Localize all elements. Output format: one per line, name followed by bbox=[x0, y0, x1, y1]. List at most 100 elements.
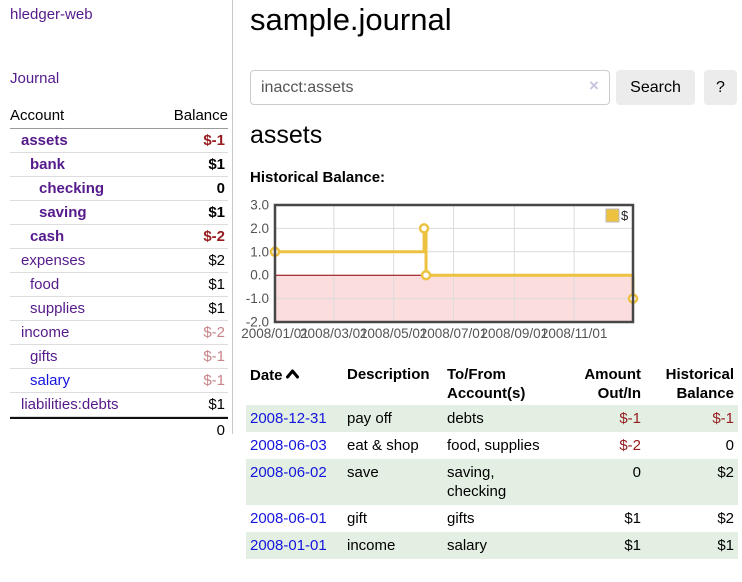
account-row: liabilities:debts $1 bbox=[10, 393, 228, 417]
transaction-description: income bbox=[347, 537, 396, 554]
account-column-header: Account bbox=[10, 107, 65, 124]
account-row: cash $-2 bbox=[10, 225, 228, 249]
sidebar-divider bbox=[232, 0, 233, 434]
account-row: food $1 bbox=[10, 273, 228, 297]
transaction-amount: $-2 bbox=[619, 437, 641, 454]
account-link-liabilities-debts[interactable]: liabilities:debts bbox=[21, 396, 119, 413]
account-link-bank[interactable]: bank bbox=[30, 156, 66, 173]
chart-canvas: $3.0 2.0 1.0 0.0 -1.0 -2.02008/01/012008/03/0… bbox=[241, 198, 639, 341]
transaction-amount: $-1 bbox=[619, 410, 641, 427]
transaction-date-link[interactable]: 2008-06-02 bbox=[250, 464, 327, 481]
transaction-amount: $1 bbox=[624, 510, 641, 527]
account-row: saving $1 bbox=[10, 201, 228, 225]
register-header-date[interactable]: Date bbox=[246, 363, 343, 405]
register-row: 2008-01-01 income salary $1 $1 bbox=[246, 532, 738, 559]
search-button[interactable]: Search bbox=[616, 70, 695, 105]
register-header-amount: Amount Out/In bbox=[584, 366, 641, 402]
register-row: 2008-12-31 pay off debts $-1 $-1 bbox=[246, 405, 738, 432]
account-row: expenses $2 bbox=[10, 249, 228, 273]
transaction-date-link[interactable]: 2008-06-03 bbox=[250, 437, 327, 454]
account-row: income $-2 bbox=[10, 321, 228, 345]
account-balance: $-1 bbox=[203, 132, 225, 149]
account-row: assets $-1 bbox=[10, 129, 228, 153]
svg-text:2008/05/01: 2008/05/01 bbox=[360, 326, 428, 341]
account-heading: assets bbox=[250, 121, 323, 149]
transaction-accounts: saving, checking bbox=[447, 464, 507, 500]
account-balance: 0 bbox=[216, 180, 225, 197]
transaction-description: eat & shop bbox=[347, 437, 419, 454]
transaction-date-link[interactable]: 2008-12-31 bbox=[250, 410, 327, 427]
accounts-table-header: Account Balance bbox=[10, 104, 228, 129]
app-title[interactable]: hledger-web bbox=[10, 6, 93, 23]
account-link-supplies[interactable]: supplies bbox=[30, 300, 86, 317]
account-balance: $-1 bbox=[203, 348, 225, 365]
account-balance: $1 bbox=[208, 204, 225, 221]
account-row: checking 0 bbox=[10, 177, 228, 201]
svg-text:-1.0: -1.0 bbox=[246, 291, 269, 306]
svg-text:2008/11/01: 2008/11/01 bbox=[541, 326, 608, 341]
transaction-balance: $1 bbox=[717, 537, 734, 554]
account-balance: $-1 bbox=[203, 372, 225, 389]
account-row: supplies $1 bbox=[10, 297, 228, 321]
transaction-amount: $1 bbox=[624, 537, 641, 554]
svg-text:2.0: 2.0 bbox=[250, 221, 269, 236]
account-balance: $1 bbox=[208, 276, 225, 293]
account-balance: $2 bbox=[208, 252, 225, 269]
svg-text:2008/09/01: 2008/09/01 bbox=[481, 326, 549, 341]
account-link-salary[interactable]: salary bbox=[30, 372, 71, 389]
help-button[interactable]: ? bbox=[704, 70, 737, 105]
svg-text:$: $ bbox=[621, 208, 629, 223]
register-header-tofrom: To/From Account(s) bbox=[447, 366, 526, 402]
account-row: bank $1 bbox=[10, 153, 228, 177]
register-header-balance: Historical Balance bbox=[665, 366, 734, 402]
account-balance: $-2 bbox=[203, 324, 225, 341]
transaction-balance: $-1 bbox=[712, 410, 734, 427]
chart-title: Historical Balance: bbox=[250, 169, 386, 186]
account-link-income[interactable]: income bbox=[21, 324, 70, 341]
search-input[interactable] bbox=[250, 70, 610, 105]
register-row: 2008-06-02 save saving, checking 0 $2 bbox=[246, 459, 738, 505]
register-row: 2008-06-01 gift gifts $1 $2 bbox=[246, 505, 738, 532]
balance-column-header: Balance bbox=[173, 107, 228, 124]
transaction-date-link[interactable]: 2008-06-01 bbox=[250, 510, 327, 527]
register-header-description: Description bbox=[347, 366, 430, 383]
transaction-description: save bbox=[347, 464, 379, 481]
account-link-checking[interactable]: checking bbox=[39, 180, 105, 197]
transaction-description: gift bbox=[347, 510, 368, 527]
transaction-accounts: gifts bbox=[447, 510, 475, 527]
account-link-gifts[interactable]: gifts bbox=[30, 348, 58, 365]
svg-text:1.0: 1.0 bbox=[250, 244, 269, 259]
transaction-balance: $2 bbox=[717, 464, 734, 481]
transaction-accounts: salary bbox=[447, 537, 488, 554]
account-row: salary $-1 bbox=[10, 369, 228, 393]
transaction-amount: 0 bbox=[632, 464, 641, 481]
accounts-total-row: 0 bbox=[10, 417, 228, 441]
account-link-food[interactable]: food bbox=[30, 276, 60, 293]
account-link-assets[interactable]: assets bbox=[21, 132, 68, 149]
accounts-total-value: 0 bbox=[216, 422, 225, 439]
transaction-accounts: food, supplies bbox=[447, 437, 540, 454]
account-link-expenses[interactable]: expenses bbox=[21, 252, 86, 269]
transaction-accounts: debts bbox=[447, 410, 484, 427]
svg-text:2008/01/01: 2008/01/01 bbox=[241, 326, 309, 341]
account-link-saving[interactable]: saving bbox=[39, 204, 87, 221]
transaction-balance: $2 bbox=[717, 510, 734, 527]
transaction-date-link[interactable]: 2008-01-01 bbox=[250, 537, 327, 554]
account-balance: $1 bbox=[208, 156, 225, 173]
svg-text:2008/07/01: 2008/07/01 bbox=[420, 326, 488, 341]
sidebar-item-journal[interactable]: Journal bbox=[10, 70, 60, 87]
account-row: gifts $-1 bbox=[10, 345, 228, 369]
svg-text:-2.0: -2.0 bbox=[246, 315, 269, 330]
account-link-cash[interactable]: cash bbox=[30, 228, 65, 245]
svg-text:3.0: 3.0 bbox=[250, 200, 269, 213]
account-balance: $1 bbox=[208, 396, 225, 413]
transaction-balance: 0 bbox=[725, 437, 734, 454]
sort-ascending-icon bbox=[285, 365, 299, 384]
account-balance: $1 bbox=[208, 300, 225, 317]
page-title: sample.journal bbox=[250, 2, 452, 37]
register-header-row: Date Description To/From Account(s) Amou… bbox=[246, 363, 738, 405]
transaction-description: pay off bbox=[347, 410, 392, 427]
clear-search-icon[interactable]: × bbox=[589, 76, 599, 95]
register-row: 2008-06-03 eat & shop food, supplies $-2… bbox=[246, 432, 738, 459]
